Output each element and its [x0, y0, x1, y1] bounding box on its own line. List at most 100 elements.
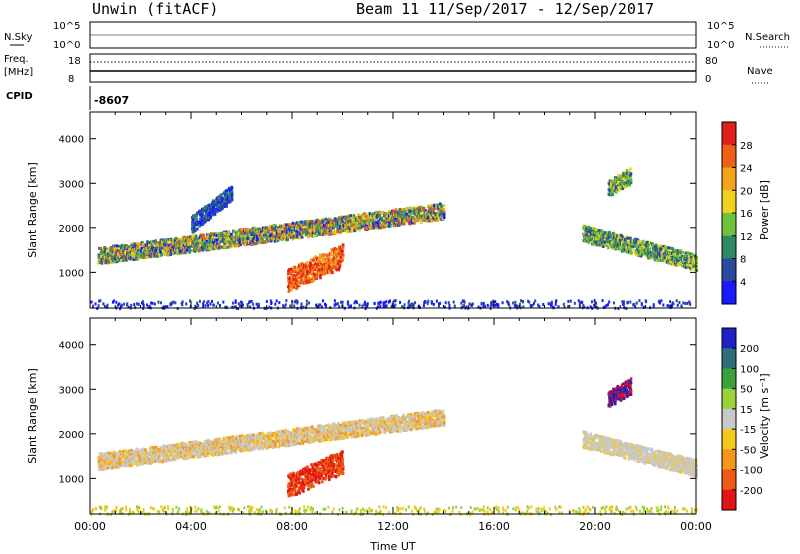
power-cell	[286, 270, 290, 274]
power-ground-cell	[492, 303, 495, 307]
power-ground-cell	[547, 302, 550, 306]
power-cell	[108, 256, 112, 260]
power-cell	[163, 245, 166, 249]
power-cell	[593, 242, 597, 246]
power-ground-cell	[384, 304, 387, 308]
power-cell	[214, 201, 218, 205]
power-cell	[381, 211, 385, 215]
power-cell	[334, 250, 337, 254]
power-ground-cell	[216, 301, 219, 305]
power-ground-cell	[181, 303, 184, 307]
power-ground-cell	[90, 300, 93, 304]
power-ground-cell	[118, 302, 121, 306]
power-ground-cell	[426, 302, 429, 306]
power-ground-cell	[530, 304, 533, 308]
power-cell	[341, 258, 344, 262]
power-ground-cell	[605, 303, 608, 307]
power-cell	[695, 255, 698, 259]
power-ground-cell	[255, 302, 258, 306]
power-ground-cell	[275, 299, 278, 303]
power-cell	[351, 228, 354, 232]
power-cell	[220, 193, 223, 197]
power-cell	[113, 260, 116, 264]
power-cell	[690, 252, 694, 256]
power-ground-cell	[116, 303, 119, 307]
power-ground-cell	[494, 303, 497, 307]
power-ground-cell	[550, 300, 553, 304]
power-cell	[596, 238, 600, 242]
power-cell	[659, 249, 662, 253]
power-cell	[620, 183, 624, 187]
power-cell	[287, 289, 291, 293]
power-ground-cell	[257, 302, 260, 306]
power-cell	[131, 257, 134, 261]
power-cell	[205, 208, 209, 212]
power-cell	[314, 220, 318, 224]
power-cell	[625, 183, 628, 187]
power-cell	[129, 256, 133, 260]
power-cell	[614, 185, 618, 189]
power-ground-cell	[642, 305, 645, 309]
power-cell	[338, 222, 342, 226]
power-ground-cell	[567, 304, 570, 308]
power-ground-cell	[422, 304, 425, 308]
power-cell	[215, 234, 219, 238]
power-cell	[685, 257, 689, 261]
power-ground-cell	[382, 304, 385, 308]
power-cell	[226, 245, 230, 249]
power-ground-cell	[432, 302, 435, 306]
power-cell	[154, 239, 157, 243]
power-cell	[321, 256, 324, 260]
power-ground-cell	[394, 303, 397, 307]
power-cell	[644, 243, 648, 247]
power-ground-cell	[231, 305, 234, 309]
power-ground-cell	[462, 303, 465, 307]
velocity-cell	[115, 456, 119, 460]
power-ground-cell	[300, 302, 303, 306]
freq-label: Freq.	[4, 54, 29, 65]
power-cell	[205, 248, 209, 252]
power-cell	[340, 252, 344, 256]
power-ground-cell	[157, 300, 160, 304]
power-cell	[347, 217, 351, 221]
power-cell	[664, 245, 668, 249]
velocity-cell	[122, 450, 125, 454]
power-cell	[398, 207, 402, 211]
velocity-cell	[132, 453, 135, 457]
power-cell	[265, 237, 269, 241]
power-ground-cell	[527, 299, 530, 303]
power-cell	[435, 218, 439, 222]
power-cell	[409, 213, 413, 217]
power-cell	[323, 233, 327, 237]
power-cell	[209, 232, 213, 236]
power-cell	[306, 270, 310, 274]
power-cell	[277, 226, 281, 230]
power-cell	[201, 213, 204, 217]
power-ground-cell	[365, 303, 368, 307]
power-cell	[399, 219, 402, 223]
power-cell	[211, 236, 214, 240]
power-ground-cell	[119, 304, 122, 308]
power-cell	[292, 285, 296, 289]
power-ground-cell	[666, 304, 669, 308]
velocity-cell	[132, 457, 136, 461]
power-ground-cell	[340, 300, 343, 304]
power-cell	[273, 238, 276, 242]
power-cell	[328, 230, 332, 234]
power-ground-cell	[490, 301, 493, 305]
power-ground-cell	[294, 300, 297, 304]
velocity-cell	[125, 452, 129, 456]
power-cell	[208, 212, 211, 216]
power-cell	[619, 239, 623, 243]
power-ground-cell	[234, 300, 237, 304]
power-cell	[218, 242, 221, 246]
power-cell	[110, 256, 114, 260]
power-cell	[629, 176, 632, 180]
velocity-cell	[106, 466, 110, 470]
power-cell	[625, 178, 628, 182]
power-cell	[100, 254, 103, 258]
power-cell	[305, 268, 309, 272]
power-cell	[612, 186, 616, 190]
power-cell	[295, 234, 299, 238]
power-cell	[194, 228, 197, 232]
